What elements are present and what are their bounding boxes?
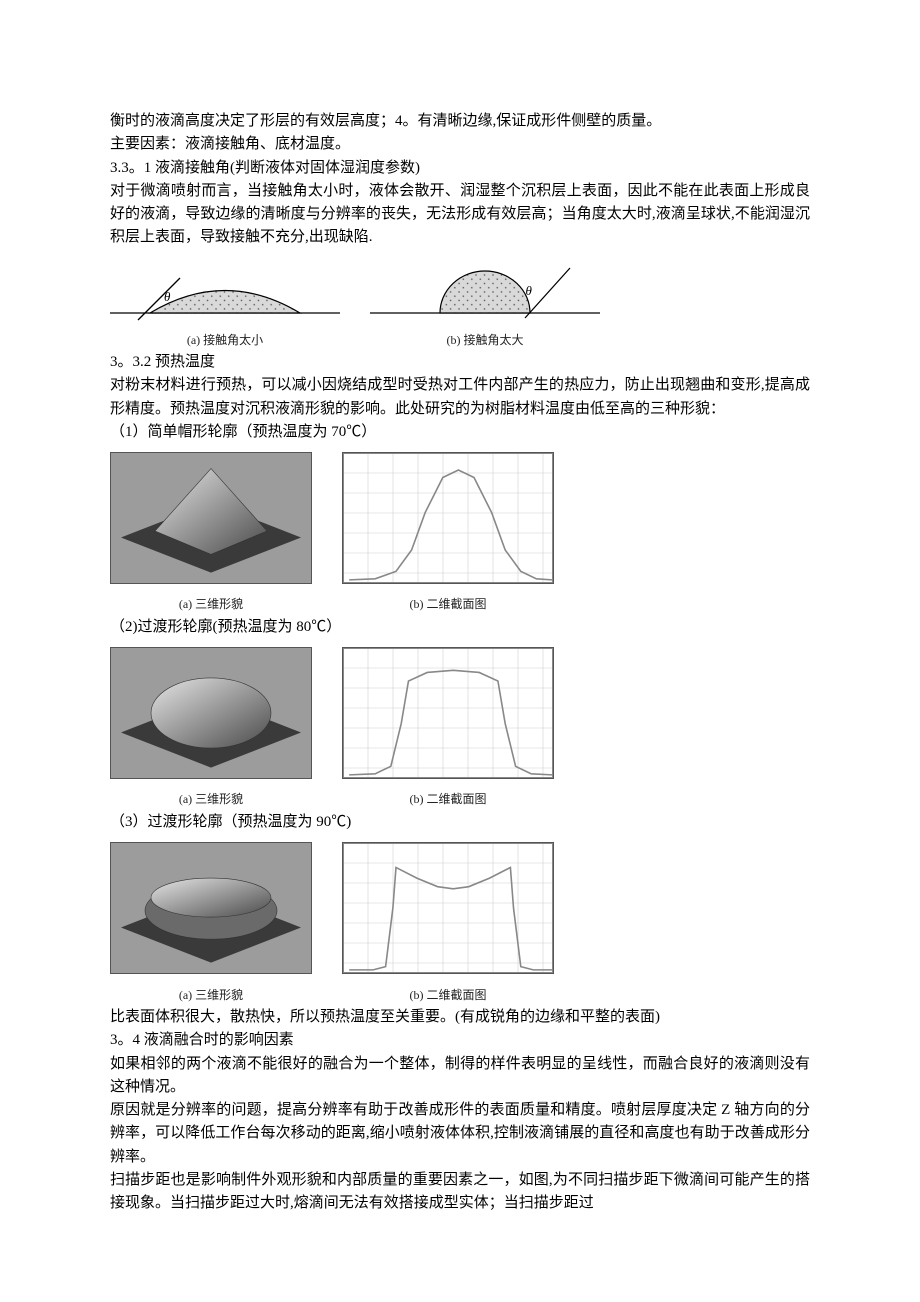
figure-contact-angle: θ (a) 接触角太小 θ (b) 接触角太大: [110, 258, 810, 350]
figure-caption: (a) 接触角太小: [110, 331, 340, 350]
paragraph: 如果相邻的两个液滴不能很好的融合为一个整体，制得的样件表明显的呈线性，而融合良好…: [110, 1053, 810, 1100]
figure-contact-angle-a: θ (a) 接触角太小: [110, 258, 340, 350]
heading-3-3-2: 3。3.2 预热温度: [110, 351, 810, 374]
paragraph: 扫描步距也是影响制件外观形貌和内部质量的重要因素之一，如图,为不同扫描步距下微滴…: [110, 1169, 810, 1216]
figure-2d-profile: (b) 二维截面图: [342, 452, 554, 614]
page: 衡时的液滴高度决定了形层的有效层高度；4。有清晰边缘,保证成形件侧壁的质量。 主…: [0, 0, 920, 1275]
list-item-2: （2)过渡形轮廓(预热温度为 80℃）: [110, 616, 810, 639]
paragraph: 衡时的液滴高度决定了形层的有效层高度；4。有清晰边缘,保证成形件侧壁的质量。: [110, 110, 810, 133]
paragraph: 比表面体积很大，散热快，所以预热温度至关重要。(有成锐角的边缘和平整的表面): [110, 1006, 810, 1029]
figure-profile-70c: (a) 三维形貌 (b) 二维截面图: [110, 452, 810, 614]
heading-3-3-1: 3.3。1 液滴接触角(判断液体对固体湿润度参数): [110, 157, 810, 180]
figure-contact-angle-b: θ (b) 接触角太大: [370, 258, 600, 350]
list-item-3: （3）过渡形轮廓（预热温度为 90℃): [110, 811, 810, 834]
figure-caption: (a) 三维形貌: [110, 986, 312, 1005]
figure-caption: (b) 二维截面图: [342, 595, 554, 614]
figure-caption: (b) 接触角太大: [370, 331, 600, 350]
figure-profile-90c: (a) 三维形貌 (b) 二维截面图: [110, 842, 810, 1004]
figure-3d-view: (a) 三维形貌: [110, 452, 312, 614]
paragraph: 原因就是分辨率的问题，提高分辨率有助于改善成形件的表面质量和精度。喷射层厚度决定…: [110, 1099, 810, 1169]
paragraph: 对于微滴喷射而言，当接触角太小时，液体会散开、润湿整个沉积层上表面，因此不能在此…: [110, 180, 810, 250]
figure-caption: (b) 二维截面图: [342, 986, 554, 1005]
heading-3-4: 3。4 液滴融合时的影响因素: [110, 1029, 810, 1052]
figure-3d-view: (a) 三维形貌: [110, 842, 312, 1004]
figure-caption: (a) 三维形貌: [110, 790, 312, 809]
paragraph: 主要因素：液滴接触角、底材温度。: [110, 133, 810, 156]
figure-profile-80c: (a) 三维形貌 (b) 二维截面图: [110, 647, 810, 809]
figure-caption: (a) 三维形貌: [110, 595, 312, 614]
svg-text:θ: θ: [164, 289, 171, 304]
figure-caption: (b) 二维截面图: [342, 790, 554, 809]
figure-2d-profile: (b) 二维截面图: [342, 647, 554, 809]
figure-3d-view: (a) 三维形貌: [110, 647, 312, 809]
paragraph: 对粉末材料进行预热，可以减小因烧结成型时受热对工件内部产生的热应力，防止出现翘曲…: [110, 374, 810, 421]
figure-2d-profile: (b) 二维截面图: [342, 842, 554, 1004]
list-item-1: （1）简单帽形轮廓（预热温度为 70℃）: [110, 421, 810, 444]
svg-text:θ: θ: [526, 283, 533, 298]
